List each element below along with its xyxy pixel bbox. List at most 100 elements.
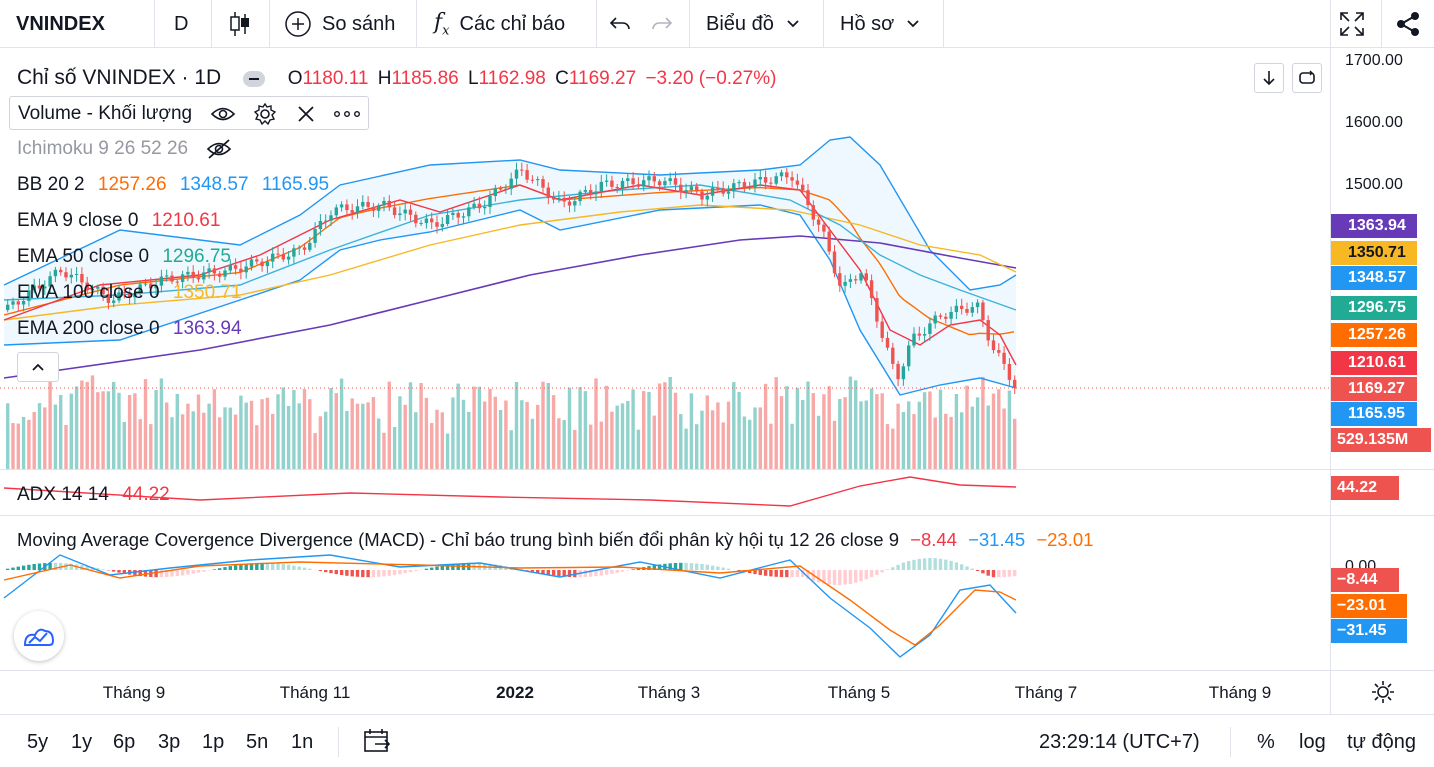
collapse-legends-button[interactable]	[17, 352, 59, 382]
profile-menu-button[interactable]: Hồ sơ	[840, 0, 920, 48]
macd-hist-bar	[922, 558, 927, 570]
volume-bar	[896, 403, 900, 469]
candle-body	[180, 274, 185, 282]
range-6m-button[interactable]: 6p	[113, 731, 136, 753]
chart-style-button[interactable]	[229, 0, 251, 48]
candle-body	[647, 176, 651, 181]
collapse-legend-button[interactable]	[242, 70, 265, 87]
bb-basis-price-tag: 1257.26	[1331, 323, 1417, 347]
candle-body	[551, 198, 556, 200]
candle-body	[864, 273, 868, 281]
macd-zero-tick: 0.00	[1345, 558, 1377, 568]
date-range-icon[interactable]	[363, 728, 391, 754]
share-button[interactable]	[1394, 0, 1422, 48]
candle-body	[334, 207, 338, 216]
macd-hist-bar	[716, 566, 720, 570]
volume-bar	[726, 401, 731, 469]
candle-body	[816, 219, 821, 225]
candle-body	[822, 224, 826, 232]
gear-icon[interactable]	[253, 102, 277, 126]
candle-body	[196, 277, 201, 280]
macd-hist-bar	[843, 570, 847, 585]
candle-body	[620, 180, 625, 188]
volume-legend[interactable]: Volume - Khối lượng	[9, 96, 369, 130]
macd-hist-bar	[350, 570, 354, 577]
macd-hist-bar	[6, 568, 10, 570]
volume-bar	[461, 399, 466, 469]
candle-body	[398, 213, 402, 216]
ohlc-close-label: C	[555, 68, 569, 89]
eye-icon[interactable]	[210, 103, 236, 125]
volume-bar	[673, 392, 678, 469]
chevron-down-icon	[787, 20, 799, 28]
ohlc-close: 1169.27	[568, 68, 637, 89]
redo-button[interactable]	[650, 0, 674, 48]
range-5d-button[interactable]: 5n	[246, 731, 269, 753]
macd-hist-bar	[562, 570, 566, 577]
range-1m-button[interactable]: 1p	[202, 731, 225, 753]
volume-bar	[260, 399, 264, 469]
macd-hist-bar	[679, 562, 683, 570]
volume-bar	[869, 388, 874, 469]
volume-bar	[233, 414, 238, 469]
volume-bar	[573, 429, 577, 469]
volume-bar	[509, 430, 513, 469]
price-axis[interactable]: 1700.00 1600.00 1500.00 1363.94 1350.71 …	[1330, 48, 1434, 670]
auto-scale-toggle[interactable]: tự động	[1347, 731, 1416, 753]
chart-menu-button[interactable]: Biểu đồ	[706, 0, 800, 48]
chart-canvas[interactable]	[0, 48, 1330, 670]
time-axis[interactable]: Tháng 9 Tháng 11 2022 Tháng 3 Tháng 5 Th…	[0, 670, 1434, 715]
volume-bar	[350, 398, 354, 469]
volume-bar	[16, 423, 20, 469]
candle-body	[48, 276, 52, 287]
close-icon[interactable]	[296, 104, 316, 124]
volume-bar	[880, 393, 884, 469]
indicators-button[interactable]: fx Các chỉ báo	[434, 0, 565, 48]
more-icon[interactable]	[334, 111, 360, 117]
candle-body	[589, 190, 593, 195]
candle-body	[430, 218, 434, 223]
candle-body	[843, 281, 847, 286]
percent-toggle[interactable]: %	[1257, 731, 1275, 753]
range-5y-button[interactable]: 5y	[27, 731, 49, 753]
candle-body	[827, 231, 831, 252]
reset-chart-button[interactable]	[1292, 63, 1322, 93]
clock[interactable]: 23:29:14 (UTC+7)	[1039, 731, 1200, 753]
adx-value: 44.22	[122, 484, 170, 505]
price-chart[interactable]	[0, 48, 1330, 670]
fullscreen-button[interactable]	[1338, 0, 1366, 48]
settings-sun-icon[interactable]	[1371, 680, 1395, 704]
macd-hist-bar	[726, 568, 731, 570]
macd-hist-bar	[408, 570, 413, 573]
macd-hist-bar	[583, 570, 588, 577]
candle-body	[318, 221, 323, 229]
macd-hist-bar	[944, 559, 948, 570]
interval-button[interactable]: D	[174, 0, 188, 48]
volume-bar	[779, 396, 784, 469]
log-toggle[interactable]: log	[1299, 731, 1326, 753]
volume-bar	[790, 423, 794, 469]
volume-bar	[721, 422, 725, 469]
candle-body	[53, 269, 58, 277]
candle-body	[435, 222, 439, 227]
scroll-down-button[interactable]	[1254, 63, 1284, 93]
tradingview-logo[interactable]	[14, 611, 64, 661]
candle-body	[1002, 352, 1006, 364]
eye-hidden-icon[interactable]	[205, 138, 233, 160]
range-1d-button[interactable]: 1n	[291, 731, 314, 753]
macd-hist-bar	[758, 570, 762, 575]
volume-bar	[467, 411, 471, 469]
volume-bar	[21, 417, 26, 469]
candle-body	[922, 334, 927, 336]
volume-bar	[101, 391, 105, 469]
compare-button[interactable]: So sánh	[284, 0, 395, 48]
macd-hist-bar	[451, 564, 455, 570]
macd-hist-bar	[981, 570, 985, 574]
volume-bar	[255, 425, 259, 469]
range-1y-button[interactable]: 1y	[71, 731, 93, 753]
range-3m-button[interactable]: 3p	[158, 731, 181, 753]
price-tick: 1600.00	[1345, 114, 1403, 131]
undo-button[interactable]	[608, 0, 632, 48]
symbol-search[interactable]: VNINDEX	[16, 0, 105, 48]
ema9-legend: EMA 9 close 0 1210.61	[17, 210, 220, 232]
